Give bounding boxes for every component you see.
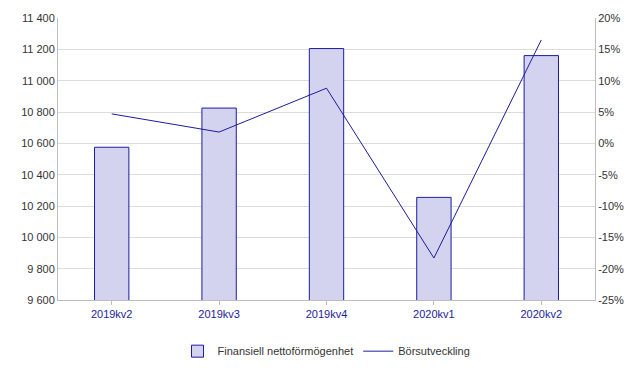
- svg-text:10 200: 10 200: [21, 200, 55, 212]
- svg-text:0%: 0%: [598, 137, 614, 149]
- svg-text:-25%: -25%: [598, 294, 624, 306]
- svg-text:9 600: 9 600: [27, 294, 55, 306]
- svg-text:-20%: -20%: [598, 263, 624, 275]
- svg-text:10 800: 10 800: [21, 106, 55, 118]
- svg-text:-5%: -5%: [598, 169, 618, 181]
- svg-text:20%: 20%: [598, 12, 620, 24]
- svg-text:9 800: 9 800: [27, 263, 55, 275]
- svg-text:2019kv4: 2019kv4: [306, 308, 348, 320]
- svg-text:2019kv3: 2019kv3: [198, 308, 240, 320]
- svg-text:2020kv1: 2020kv1: [413, 308, 455, 320]
- svg-text:2020kv2: 2020kv2: [521, 308, 563, 320]
- svg-text:11 200: 11 200: [22, 43, 55, 55]
- svg-text:Börsutveckling: Börsutveckling: [398, 345, 470, 357]
- svg-text:Finansiell nettoförmögenhet: Finansiell nettoförmögenhet: [218, 345, 354, 357]
- svg-text:10 000: 10 000: [21, 231, 55, 243]
- svg-text:5%: 5%: [598, 106, 614, 118]
- svg-text:11 000: 11 000: [22, 75, 55, 87]
- svg-text:2019kv2: 2019kv2: [91, 308, 133, 320]
- svg-text:11 400: 11 400: [22, 12, 55, 24]
- svg-text:10 400: 10 400: [21, 169, 55, 181]
- svg-text:-10%: -10%: [598, 200, 624, 212]
- svg-text:-15%: -15%: [598, 231, 624, 243]
- svg-text:10%: 10%: [598, 75, 620, 87]
- svg-text:10 600: 10 600: [21, 137, 55, 149]
- svg-text:15%: 15%: [598, 43, 620, 55]
